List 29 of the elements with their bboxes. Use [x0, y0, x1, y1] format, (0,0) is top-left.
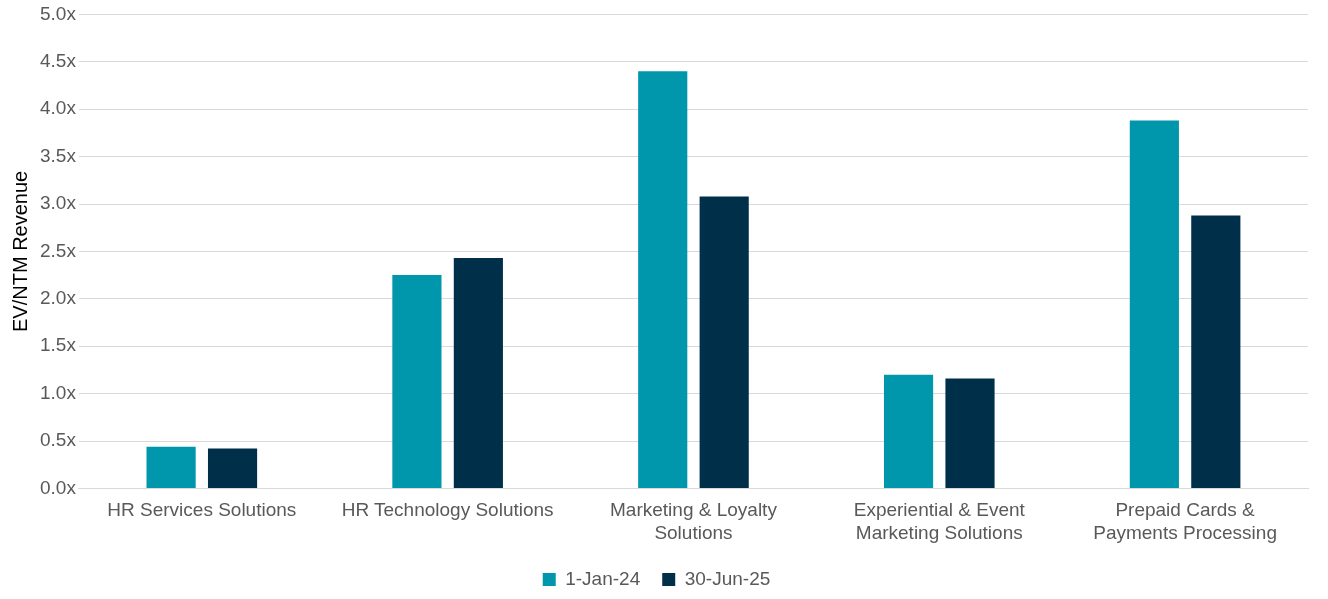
- y-tick-label: 1.0x: [39, 381, 77, 403]
- y-tick-label: 0.5x: [39, 429, 77, 451]
- bar: [207, 448, 258, 488]
- legend-label: 30-Jun-25: [684, 567, 771, 589]
- bar: [883, 374, 934, 488]
- legend-label: 1-Jan-24: [565, 567, 641, 589]
- y-tick-label: 2.5x: [39, 239, 77, 261]
- bar: [146, 446, 196, 488]
- bar: [1129, 120, 1179, 488]
- y-tick-label: 5.0x: [39, 2, 77, 24]
- y-axis-title: EV/NTM Revenue: [8, 170, 31, 332]
- y-tick-label: 2.0x: [39, 287, 77, 309]
- x-tick-label: Prepaid Cards & Payments Processing: [1093, 499, 1277, 543]
- bar: [1191, 215, 1241, 488]
- bar: [945, 378, 995, 488]
- y-tick-label: 4.0x: [39, 97, 77, 119]
- x-tick-label: HR Services Solutions: [107, 499, 297, 521]
- y-tick-label: 0.0x: [39, 476, 77, 498]
- bar: [638, 71, 688, 488]
- y-tick-label: 3.0x: [39, 192, 77, 214]
- x-tick-label: Marketing & Loyalty Solutions: [610, 499, 778, 543]
- y-tick-label: 3.5x: [39, 144, 77, 166]
- bar: [699, 196, 749, 488]
- bar: [392, 275, 442, 488]
- y-tick-label: 1.5x: [39, 334, 77, 356]
- x-tick-label: Experiential & Event Marketing Solutions: [853, 499, 1026, 543]
- bar: [453, 258, 503, 488]
- y-tick-label: 4.5x: [39, 50, 77, 72]
- x-tick-label: HR Technology Solutions: [341, 499, 554, 521]
